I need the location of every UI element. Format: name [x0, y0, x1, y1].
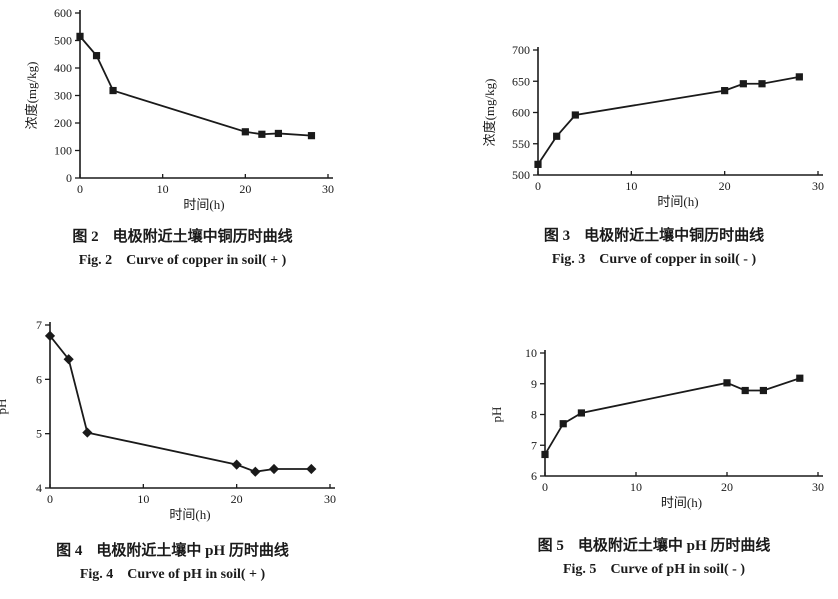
fig2-caption: 图 2 电极附近土壤中铜历时曲线 Fig. 2 Curve of copper in…: [15, 214, 350, 272]
svg-text:600: 600: [54, 6, 72, 20]
fig2-title-zh: 电极附近土壤中铜历时曲线: [112, 229, 293, 245]
svg-text:时间(h): 时间(h): [657, 194, 698, 209]
fig3-title-zh: 电极附近土壤中铜历时曲线: [584, 228, 765, 244]
svg-text:10: 10: [525, 346, 537, 360]
svg-text:浓度(mg/kg): 浓度(mg/kg): [482, 79, 497, 147]
svg-text:700: 700: [512, 43, 530, 57]
fig5-ph-cathode-chart: 6 7 8 9 10 0 10 20 30 pH 时间(h): [489, 346, 824, 510]
figure-3-block: 500 550 600 650 700 0 10 20 30 浓度(mg/kg) 时间(h) 图 3…: [478, 28, 830, 271]
svg-text:20: 20: [719, 179, 731, 193]
svg-text:pH: pH: [489, 407, 504, 423]
svg-text:10: 10: [157, 182, 169, 196]
fig3-number-zh: 图 3: [543, 228, 571, 244]
svg-text:8: 8: [531, 408, 537, 422]
svg-text:100: 100: [54, 144, 72, 158]
fig5-caption: 图 5 电极附近土壤中 pH 历时曲线 Fig. 5 Curve of pH in …: [478, 523, 830, 581]
svg-text:0: 0: [66, 171, 72, 185]
fig5-caption-en: Fig. 5 Curve of pH in soil( - ): [478, 559, 830, 581]
svg-text:6: 6: [531, 469, 537, 483]
svg-text:500: 500: [54, 34, 72, 48]
svg-text:时间(h): 时间(h): [169, 507, 210, 522]
fig2-caption-zh: 图 2 电极附近土壤中铜历时曲线: [15, 226, 350, 248]
svg-text:10: 10: [630, 480, 642, 494]
figure-4-block: 4 5 6 7 0 10 20 30 pH 时间(h) 图 4 电极附近土壤中 pH 历时曲线 Fi…: [0, 313, 345, 586]
svg-text:500: 500: [512, 168, 530, 182]
fig5-caption-zh: 图 5 电极附近土壤中 pH 历时曲线: [478, 535, 830, 557]
fig2-caption-en: Fig. 2 Curve of copper in soil( + ): [15, 250, 350, 272]
svg-text:300: 300: [54, 89, 72, 103]
svg-text:6: 6: [36, 372, 42, 386]
fig3-caption: 图 3 电极附近土壤中铜历时曲线 Fig. 3 Curve of copper in…: [478, 213, 830, 271]
svg-text:20: 20: [721, 480, 733, 494]
fig4-number-zh: 图 4: [56, 543, 83, 559]
svg-text:时间(h): 时间(h): [661, 495, 702, 510]
svg-text:30: 30: [812, 179, 824, 193]
fig4-caption-en: Fig. 4 Curve of pH in soil( + ): [0, 564, 345, 586]
svg-text:200: 200: [54, 116, 72, 130]
fig4-caption: 图 4 电极附近土壤中 pH 历时曲线 Fig. 4 Curve of pH in …: [0, 528, 345, 586]
fig4-number-en: Fig. 4: [79, 567, 114, 582]
fig4-ph-anode-chart: 4 5 6 7 0 10 20 30 pH 时间(h): [0, 318, 336, 522]
svg-text:550: 550: [512, 137, 530, 151]
fig5-number-en: Fig. 5: [562, 562, 597, 577]
svg-text:浓度(mg/kg): 浓度(mg/kg): [24, 62, 39, 130]
fig2-number-en: Fig. 2: [78, 253, 113, 268]
fig3-caption-en: Fig. 3 Curve of copper in soil( - ): [478, 249, 830, 271]
fig5-title-en: Curve of pH in soil( - ): [610, 562, 745, 577]
fig5-number-zh: 图 5: [537, 538, 564, 554]
svg-text:650: 650: [512, 74, 530, 88]
svg-text:0: 0: [77, 182, 83, 196]
svg-text:20: 20: [239, 182, 251, 196]
svg-text:30: 30: [324, 492, 336, 506]
svg-text:7: 7: [36, 318, 42, 332]
fig5-title-zh: 电极附近土壤中 pH 历时曲线: [577, 538, 771, 554]
fig2-number-zh: 图 2: [72, 229, 99, 245]
svg-text:9: 9: [531, 377, 537, 391]
svg-text:0: 0: [535, 179, 541, 193]
fig3-number-en: Fig. 3: [551, 252, 586, 267]
svg-text:0: 0: [542, 480, 548, 494]
svg-text:时间(h): 时间(h): [183, 197, 224, 212]
svg-text:400: 400: [54, 61, 72, 75]
fig3-title-en: Curve of copper in soil( - ): [599, 252, 757, 267]
fig3-caption-zh: 图 3 电极附近土壤中铜历时曲线: [478, 225, 830, 247]
svg-text:pH: pH: [0, 399, 9, 415]
svg-text:5: 5: [36, 427, 42, 441]
fig4-title-zh: 电极附近土壤中 pH 历时曲线: [96, 543, 289, 559]
svg-text:10: 10: [625, 179, 637, 193]
svg-text:30: 30: [322, 182, 334, 196]
fig4-title-en: Curve of pH in soil( + ): [127, 567, 266, 582]
svg-text:7: 7: [531, 438, 537, 452]
figure-5-block: 6 7 8 9 10 0 10 20 30 pH 时间(h) 图 5 电极附近土壤中 pH 历时曲线 …: [478, 343, 830, 581]
svg-text:0: 0: [47, 492, 53, 506]
figure-2-block: 0 100 200 300 400 500 600 0 10 20 30 浓度(mg/kg) 时间(h)…: [15, 2, 350, 272]
svg-text:30: 30: [812, 480, 824, 494]
fig4-caption-zh: 图 4 电极附近土壤中 pH 历时曲线: [0, 540, 345, 562]
svg-text:4: 4: [36, 481, 42, 495]
svg-text:600: 600: [512, 106, 530, 120]
svg-text:10: 10: [137, 492, 149, 506]
fig2-copper-anode-chart: 0 100 200 300 400 500 600 0 10 20 30 浓度(mg/kg) 时间(h): [24, 6, 334, 212]
svg-text:20: 20: [231, 492, 243, 506]
fig3-copper-cathode-chart: 500 550 600 650 700 0 10 20 30 浓度(mg/kg) 时间(h): [482, 43, 824, 209]
fig2-title-en: Curve of copper in soil( + ): [126, 253, 287, 268]
